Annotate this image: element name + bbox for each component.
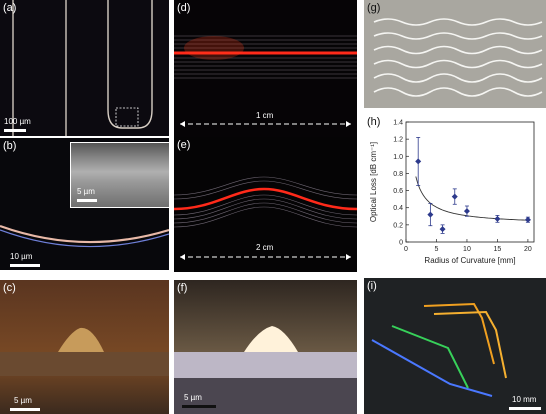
y-tick-label: 0.4	[393, 205, 403, 212]
panel-label: (i)	[367, 280, 377, 292]
panel-label: (f)	[177, 282, 188, 294]
panel-a: (a) 100 µm	[0, 0, 169, 136]
x-tick-label: 10	[463, 246, 471, 253]
inset-scale-label: 5 µm	[77, 187, 95, 196]
panel-g: (g)	[364, 0, 546, 108]
scale-bar	[509, 407, 541, 410]
panel-f: (f) 5 µm	[174, 280, 357, 414]
panel-label: (e)	[177, 139, 191, 151]
data-point	[463, 208, 470, 215]
x-tick-label: 20	[524, 246, 532, 253]
straight-waveguides-image	[174, 35, 357, 127]
fit-curve	[415, 176, 531, 221]
scale-bar	[10, 264, 40, 267]
scale-bar-label: 5 µm	[184, 393, 202, 402]
sem-inset: 5 µm	[70, 142, 169, 208]
panel-c: (c) 5 µm	[0, 280, 169, 414]
data-point	[439, 226, 446, 233]
scale-bar-label: 100 µm	[4, 117, 31, 126]
bend-micrograph	[0, 224, 169, 248]
cross-section-image	[174, 326, 357, 414]
data-point	[451, 193, 458, 200]
data-point	[427, 211, 434, 218]
data-point	[415, 158, 422, 165]
data-point	[494, 215, 501, 222]
y-tick-label: 0.2	[393, 222, 403, 229]
panel-label: (c)	[3, 282, 16, 294]
cross-section-image	[0, 327, 169, 376]
panel-label: (h)	[367, 116, 381, 128]
scale-bar-label: 10 µm	[10, 252, 33, 261]
scale-bar	[4, 129, 26, 132]
panel-label: (g)	[367, 2, 381, 14]
x-tick-label: 5	[435, 246, 439, 253]
plot-frame	[405, 121, 535, 243]
panel-e: (e) 2 cm	[174, 137, 357, 272]
x-axis-label: Radius of Curvature [mm]	[424, 256, 515, 265]
s-bend-waveguides-image	[174, 176, 357, 260]
inset-scale-bar	[77, 199, 97, 202]
panel-label: (a)	[3, 2, 17, 14]
panel-i: (i) 10 mm	[364, 278, 546, 414]
dimension-label: 1 cm	[256, 111, 274, 120]
waveguide-micrograph	[12, 0, 153, 136]
panel-label: (d)	[177, 2, 191, 14]
panel-label: (b)	[3, 140, 17, 152]
panel-b: 5 µm (b) 10 µm	[0, 138, 169, 270]
y-tick-label: 0	[399, 240, 403, 247]
scale-bar-label: 5 µm	[14, 396, 32, 405]
scale-bar-label: 10 mm	[512, 395, 537, 404]
y-tick-label: 0.6	[393, 188, 403, 195]
scale-bar	[10, 408, 40, 411]
y-tick-label: 1.0	[393, 154, 403, 161]
zoom-box	[115, 107, 139, 127]
y-axis-label: Optical Loss [dB cm⁻¹]	[369, 142, 378, 222]
scale-bar	[182, 405, 216, 408]
data-point	[524, 216, 531, 223]
illuminated-chip-photo	[371, 302, 507, 397]
wavy-waveguides-photo	[373, 18, 543, 97]
x-tick-label: 0	[404, 246, 408, 253]
y-tick-label: 1.4	[393, 120, 403, 127]
panel-d: (d) 1 cm	[174, 0, 357, 137]
optical-loss-chart: 0 5 10 15 20 0 0.2 0.4 0.6 0.8 1.0 1.2 1.4 Radius of …	[369, 120, 535, 265]
y-tick-label: 1.2	[393, 137, 403, 144]
x-tick-label: 15	[494, 246, 502, 253]
panel-h: 0 5 10 15 20 0 0.2 0.4 0.6 0.8 1.0 1.2 1.4 Radius of …	[364, 112, 546, 272]
dimension-label: 2 cm	[256, 243, 274, 252]
y-tick-label: 0.8	[393, 171, 403, 178]
